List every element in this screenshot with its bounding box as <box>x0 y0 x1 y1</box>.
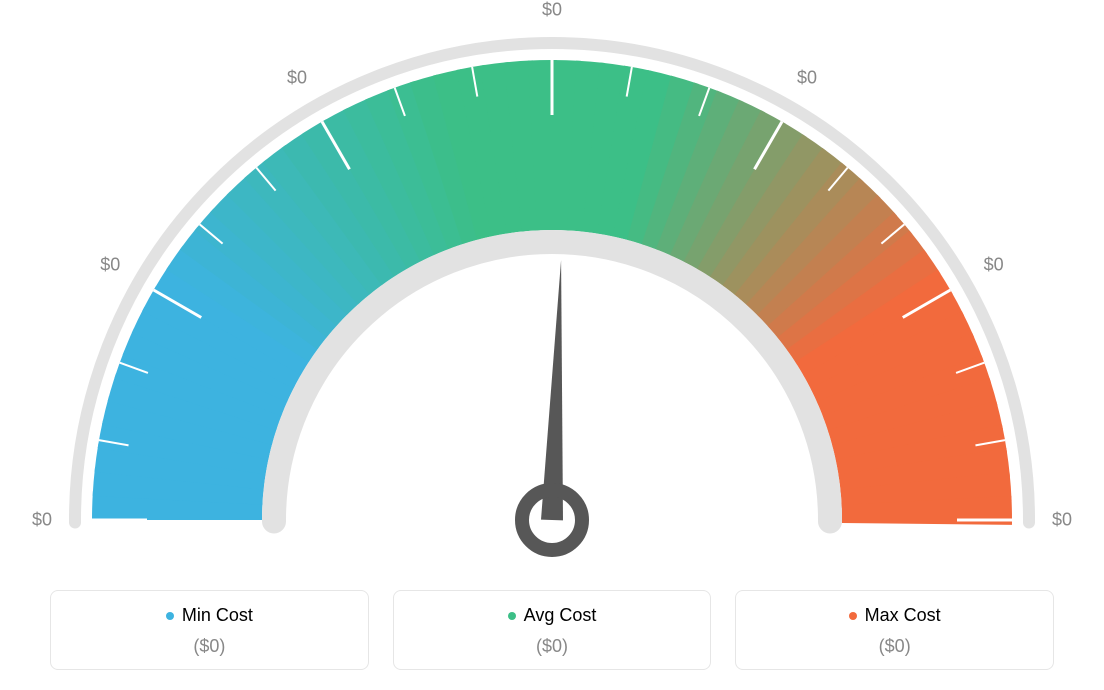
legend-label-min: Min Cost <box>182 605 253 626</box>
legend-card-min: Min Cost ($0) <box>50 590 369 670</box>
legend-card-max: Max Cost ($0) <box>735 590 1054 670</box>
gauge-tick-label: $0 <box>32 510 52 531</box>
legend-dot-min <box>166 612 174 620</box>
legend-dot-max <box>849 612 857 620</box>
legend-row: Min Cost ($0) Avg Cost ($0) Max Cost ($0… <box>50 590 1054 670</box>
legend-title-min: Min Cost <box>166 605 253 626</box>
gauge-tick-label: $0 <box>542 0 562 21</box>
legend-title-avg: Avg Cost <box>508 605 597 626</box>
legend-label-avg: Avg Cost <box>524 605 597 626</box>
legend-title-max: Max Cost <box>849 605 941 626</box>
gauge-tick-label: $0 <box>287 68 307 89</box>
gauge-chart-container: $0 $0 $0 $0 $0 $0 $0 Min Cost ($0) Avg Cost ($… <box>0 0 1104 690</box>
legend-card-avg: Avg Cost ($0) <box>393 590 712 670</box>
legend-dot-avg <box>508 612 516 620</box>
gauge-tick-label: $0 <box>100 255 120 276</box>
gauge-svg <box>0 0 1104 560</box>
legend-value-max: ($0) <box>748 636 1041 657</box>
legend-value-avg: ($0) <box>406 636 699 657</box>
legend-label-max: Max Cost <box>865 605 941 626</box>
gauge-area: $0 $0 $0 $0 $0 $0 $0 <box>0 0 1104 560</box>
gauge-tick-label: $0 <box>1052 510 1072 531</box>
gauge-tick-label: $0 <box>797 68 817 89</box>
gauge-tick-label: $0 <box>984 255 1004 276</box>
legend-value-min: ($0) <box>63 636 356 657</box>
